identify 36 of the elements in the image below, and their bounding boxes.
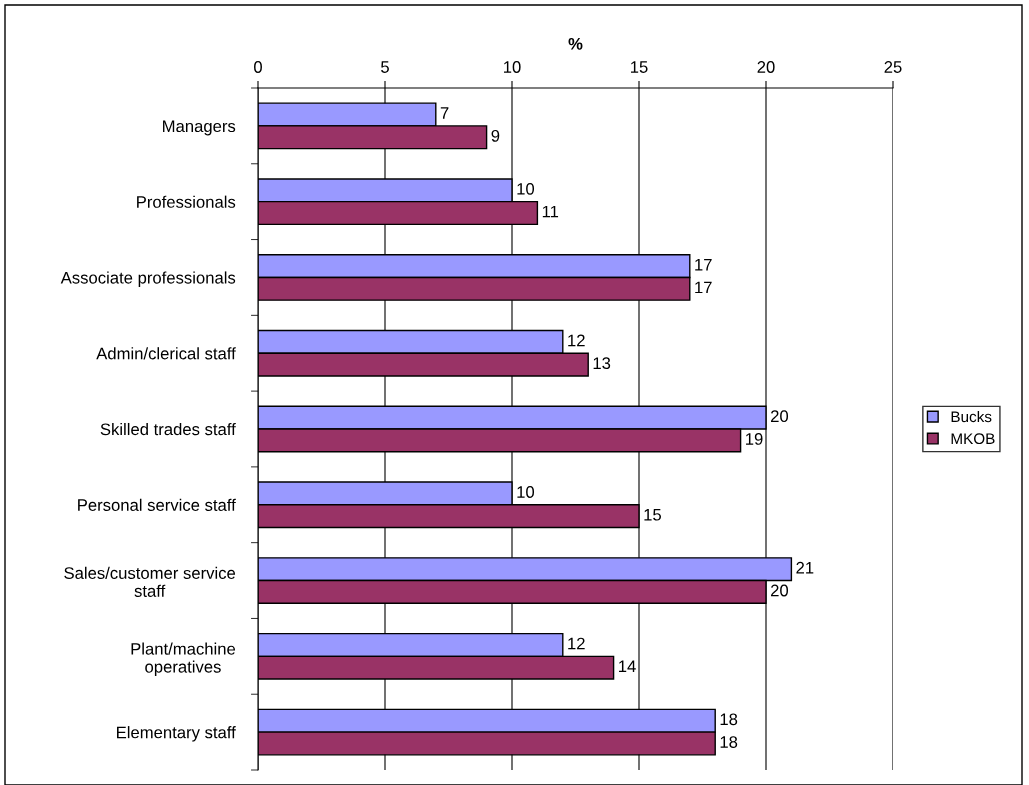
x-tick-label: 25 <box>884 61 902 73</box>
x-tick-label: 10 <box>504 61 521 73</box>
x-tick-label: 0 <box>254 61 262 73</box>
data-label: 7 <box>440 107 449 119</box>
data-label: 13 <box>593 357 611 370</box>
x-axis-title: % <box>568 37 583 50</box>
data-label: 12 <box>568 637 585 650</box>
data-label: 12 <box>568 334 585 347</box>
data-label: 9 <box>491 129 500 142</box>
data-label: 19 <box>746 433 763 445</box>
data-label: 14 <box>619 660 636 673</box>
data-label: 20 <box>771 584 789 597</box>
y-tick-label: Managers <box>163 120 236 136</box>
y-tick-label: Admin/clerical staff <box>96 347 236 360</box>
x-tick-label: 5 <box>381 61 389 73</box>
x-tick-label: 20 <box>757 61 775 73</box>
y-tick-label: Personal service staff <box>78 498 236 511</box>
data-label: 21 <box>796 561 814 574</box>
y-tick-label: Plant/machine operatives <box>131 642 236 677</box>
x-tick-label: 15 <box>631 61 648 73</box>
data-label: 15 <box>644 508 662 521</box>
legend-label: MKOB <box>951 433 995 445</box>
data-label: 18 <box>720 736 738 748</box>
y-tick-label: Sales/customer service staff <box>64 566 236 597</box>
y-tick-label: Skilled trades staff <box>100 422 236 436</box>
y-tick-label: Elementary staff <box>117 726 236 742</box>
data-label: 17 <box>695 281 712 294</box>
y-tick-label: Associate professionals <box>60 271 236 287</box>
data-label: 11 <box>542 205 559 218</box>
data-label: 20 <box>771 410 789 423</box>
data-label: 10 <box>517 486 535 498</box>
data-label: 17 <box>695 258 712 271</box>
legend-label: Bucks <box>951 410 992 423</box>
data-label: 18 <box>720 713 738 726</box>
data-label: 10 <box>517 182 535 195</box>
y-tick-label: Professionals <box>137 195 236 208</box>
